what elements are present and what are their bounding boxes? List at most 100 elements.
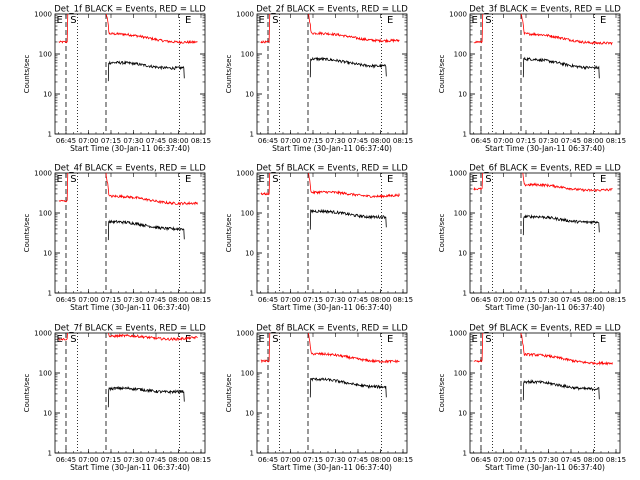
- x-tick-label: 07:30: [538, 296, 558, 304]
- x-tick-label: 07:00: [78, 296, 98, 304]
- x-axis-label: Start Time (30-Jan-11 06:37:40): [485, 144, 605, 153]
- y-tick-label: 1000: [34, 170, 52, 178]
- x-tick-label: 08:00: [168, 137, 188, 145]
- events-series-line: [522, 214, 600, 236]
- panel-title: Det_6f BLACK = Events, RED = LLD: [469, 164, 621, 174]
- x-tick-label: 07:15: [516, 456, 536, 464]
- x-tick-label: 07:00: [280, 456, 300, 464]
- x-tick-label: 07:30: [325, 296, 345, 304]
- panel-title: Det_4f BLACK = Events, RED = LLD: [54, 164, 206, 174]
- y-tick-label: 10: [245, 91, 254, 99]
- x-axis-label: Start Time (30-Jan-11 06:37:40): [272, 303, 392, 312]
- x-tick-label: 07:15: [303, 137, 323, 145]
- x-tick-label: 08:15: [393, 137, 413, 145]
- y-tick-label: 100: [39, 51, 52, 59]
- y-tick-label: 1000: [449, 11, 467, 19]
- plot-frame: [256, 172, 408, 294]
- marker-label: S: [70, 174, 76, 185]
- x-tick-label: 07:15: [516, 296, 536, 304]
- panel-title: Det_5f BLACK = Events, RED = LLD: [256, 164, 408, 174]
- lld-series-line: [260, 173, 400, 200]
- x-tick-label: 08:00: [583, 296, 603, 304]
- marker-label: E: [57, 15, 63, 26]
- panel-title: Det_8f BLACK = Events, RED = LLD: [256, 324, 408, 334]
- y-tick-label: 100: [454, 370, 467, 378]
- marker-label: E: [600, 15, 606, 26]
- x-tick-label: 07:45: [348, 137, 368, 145]
- x-tick-label: 06:45: [471, 137, 491, 145]
- x-axis-label: Start Time (30-Jan-11 06:37:40): [272, 144, 392, 153]
- y-tick-label: 10: [245, 250, 254, 258]
- events-series-line: [522, 379, 600, 401]
- x-tick-label: 08:15: [606, 137, 626, 145]
- panel-4: Det_4f BLACK = Events, RED = LLD 1 10 100 10…: [23, 164, 211, 313]
- y-axis-label: Counts/sec: [23, 55, 31, 94]
- marker-label: E: [57, 174, 63, 185]
- plot-frame: [54, 332, 206, 454]
- panel-6: Det_6f BLACK = Events, RED = LLD 1 10 100 10…: [438, 164, 626, 313]
- x-tick-label: 07:00: [493, 296, 513, 304]
- x-tick-label: 08:15: [393, 456, 413, 464]
- x-tick-label: 07:30: [325, 456, 345, 464]
- marker-label: E: [472, 15, 478, 26]
- x-tick-label: 07:45: [146, 137, 166, 145]
- x-tick-label: 07:30: [123, 137, 143, 145]
- x-tick-label: 07:45: [561, 296, 581, 304]
- events-series-line: [309, 377, 387, 398]
- x-tick-label: 08:00: [370, 296, 390, 304]
- y-axis-label: Counts/sec: [225, 55, 233, 94]
- lld-series-line: [473, 173, 613, 193]
- y-tick-label: 1: [250, 450, 254, 458]
- x-tick-label: 08:00: [370, 456, 390, 464]
- y-tick-label: 10: [43, 91, 52, 99]
- plot-frame: [469, 172, 621, 294]
- y-tick-label: 100: [241, 370, 254, 378]
- y-tick-label: 1000: [34, 330, 52, 338]
- plot-frame: [54, 13, 206, 135]
- x-axis-label: Start Time (30-Jan-11 06:37:40): [70, 303, 190, 312]
- y-tick-label: 1000: [34, 11, 52, 19]
- x-tick-label: 08:15: [191, 456, 211, 464]
- x-tick-label: 08:15: [606, 456, 626, 464]
- panel-5: Det_5f BLACK = Events, RED = LLD 1 10 100 10…: [225, 164, 413, 313]
- events-series-line: [107, 219, 185, 241]
- y-tick-label: 1: [463, 290, 467, 298]
- y-tick-label: 10: [43, 250, 52, 258]
- y-axis-label: Counts/sec: [23, 374, 31, 413]
- plot-frame: [54, 172, 206, 294]
- panel-2: Det_2f BLACK = Events, RED = LLD 1 10 100 10…: [225, 5, 413, 154]
- marker-label: E: [185, 334, 191, 345]
- y-tick-label: 100: [241, 51, 254, 59]
- x-tick-label: 06:45: [258, 456, 278, 464]
- y-tick-label: 1000: [236, 170, 254, 178]
- y-tick-label: 10: [458, 410, 467, 418]
- plot-frame: [469, 332, 621, 454]
- x-tick-label: 07:30: [538, 137, 558, 145]
- x-tick-label: 08:00: [168, 456, 188, 464]
- x-tick-label: 07:45: [348, 296, 368, 304]
- marker-label: S: [485, 334, 491, 345]
- x-tick-label: 07:30: [325, 137, 345, 145]
- panel-title: Det_1f BLACK = Events, RED = LLD: [54, 5, 206, 15]
- y-tick-label: 100: [39, 370, 52, 378]
- x-tick-label: 08:00: [370, 137, 390, 145]
- y-tick-label: 10: [458, 91, 467, 99]
- y-axis-label: Counts/sec: [225, 214, 233, 253]
- y-tick-label: 10: [245, 410, 254, 418]
- x-tick-label: 07:15: [303, 296, 323, 304]
- marker-label: S: [272, 174, 278, 185]
- x-tick-label: 07:00: [280, 137, 300, 145]
- y-tick-label: 1: [250, 290, 254, 298]
- panel-1: Det_1f BLACK = Events, RED = LLD 1 10 100 10…: [23, 5, 211, 154]
- marker-label: E: [259, 334, 265, 345]
- panel-8: Det_8f BLACK = Events, RED = LLD 1 10 100 10…: [225, 324, 413, 473]
- x-tick-label: 07:15: [101, 137, 121, 145]
- y-axis-label: Counts/sec: [23, 214, 31, 253]
- marker-label: E: [600, 334, 606, 345]
- y-tick-label: 1000: [236, 11, 254, 19]
- x-axis-label: Start Time (30-Jan-11 06:37:40): [485, 463, 605, 472]
- x-tick-label: 07:45: [561, 137, 581, 145]
- y-tick-label: 1: [48, 131, 52, 139]
- events-series-line: [309, 208, 387, 230]
